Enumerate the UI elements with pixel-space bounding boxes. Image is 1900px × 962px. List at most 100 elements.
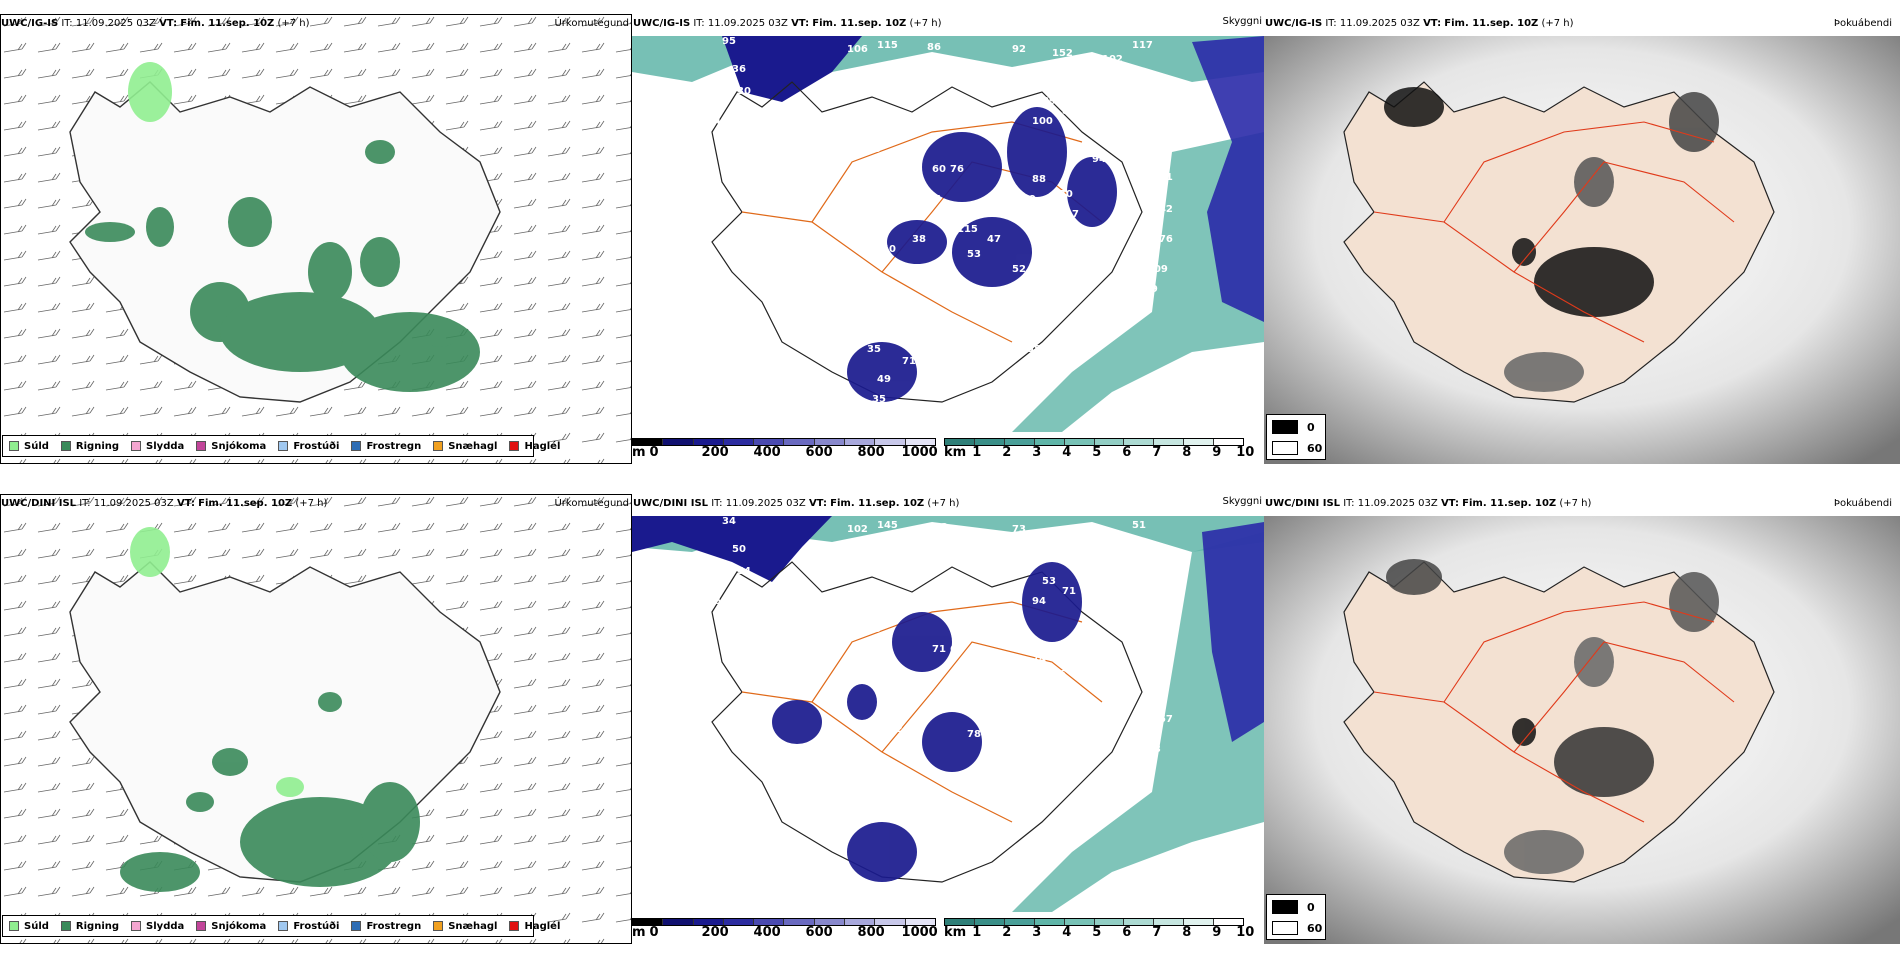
legend-frostudi: Frostúði xyxy=(278,921,339,932)
fog-map-dini xyxy=(1264,516,1900,944)
precip-legend: Súld Rigning Slydda Snjókoma Frostúði Fr… xyxy=(2,435,560,457)
cloud-base-value: 38 xyxy=(1137,554,1151,565)
cloud-base-ticks: m 0 200 400 600 800 1000 xyxy=(632,445,938,460)
cloud-base-value: 71 xyxy=(932,644,946,655)
cloud-base-value: 117 xyxy=(1132,40,1153,51)
cloud-base-value: 51 xyxy=(1132,520,1146,531)
cloud-base-value: 176 xyxy=(1152,234,1173,245)
legend-frostregn: Frostregn xyxy=(351,441,421,452)
cloud-base-value: 32 xyxy=(957,704,971,715)
cloud-base-value: 152 xyxy=(882,724,903,735)
cloud-base-value: 88 xyxy=(1032,174,1046,185)
cloud-base-value: 10 xyxy=(932,214,946,225)
cloud-base-value: 53 xyxy=(1042,576,1056,587)
cloud-base-value: 94 xyxy=(1092,154,1106,165)
cloud-param-label: Skyggni xyxy=(1222,496,1262,507)
cloud-base-value: 89 xyxy=(1062,106,1076,117)
precip-param-label: Úrkomutegund xyxy=(554,498,629,509)
rain-areas xyxy=(120,527,420,892)
iceland-land xyxy=(1343,81,1775,403)
precip-title-igis: UWC/IG-IS IT: 11.09.2025 03Z VT: Fim. 11… xyxy=(1,18,310,29)
cloud-base-value: 219 xyxy=(1137,284,1158,295)
fog-key-light-swatch xyxy=(1272,441,1298,455)
fog-map-igis xyxy=(1264,36,1900,464)
low-cloud-patches xyxy=(847,107,1117,402)
precip-param-label: Úrkomutegund xyxy=(554,18,629,29)
cloud-base-value: 86 xyxy=(1022,80,1036,91)
cloud-base-value: 201 xyxy=(1022,674,1043,685)
cloud-base-value: 71 xyxy=(1062,586,1076,597)
cloud-base-value: 73 xyxy=(1147,744,1161,755)
cloud-base-value: 58 xyxy=(1027,344,1041,355)
cloud-base-value: 68 xyxy=(1137,764,1151,775)
cloud-base-value: 102 xyxy=(1102,54,1123,65)
precip-panel-igis: UWC/IG-IS IT: 11.09.2025 03Z VT: Fim. 11… xyxy=(0,12,632,482)
cloud-base-value: 89 xyxy=(1042,96,1056,107)
rain-areas xyxy=(85,62,480,392)
fog-key-light-swatch xyxy=(1272,921,1298,935)
cloud-base-value: 32 xyxy=(897,399,911,410)
cloud-base-value: 51 xyxy=(1027,774,1041,785)
cloud-base-value: 34 xyxy=(722,516,736,527)
legend-rigning: Rigning xyxy=(60,441,119,452)
legend-haglel: Haglél xyxy=(509,441,560,452)
fog-dark-patches xyxy=(1386,559,1719,874)
legend-sudl: Súld xyxy=(9,921,49,932)
fog-panel-igis: UWC/IG-IS IT: 11.09.2025 03Z VT: Fim. 11… xyxy=(1264,12,1900,482)
cloud-base-value: 44 xyxy=(912,714,926,725)
visibility-colorbar xyxy=(944,918,1244,926)
cloud-base-value: 64 xyxy=(950,644,964,655)
precip-map-dini xyxy=(0,492,632,944)
fog-param-label: Þokuábendi xyxy=(1833,18,1892,29)
cloud-base-value: 36 xyxy=(762,116,776,127)
cloud-base-value: 70 xyxy=(927,674,941,685)
cloud-base-value: 22 xyxy=(902,194,916,205)
cloud-base-value: 94 xyxy=(1072,64,1086,75)
cloud-base-value: 76 xyxy=(1012,744,1026,755)
cloud-base-value: 53 xyxy=(867,624,881,635)
cloud-base-labels: 34 102 145 162 73 123 84 51 29 38 100 50 54 76 64 53 71 6… xyxy=(707,516,1173,785)
cloud-base-value: 30 xyxy=(737,86,751,97)
cloud-base-value: 35 xyxy=(867,344,881,355)
cloud-base-value: 102 xyxy=(847,524,868,535)
cloud-base-value: 100 xyxy=(1032,116,1053,127)
legend-slydda: Slydda xyxy=(131,921,184,932)
cloud-base-colorbar xyxy=(632,918,936,926)
cloud-base-value: 40 xyxy=(882,244,896,255)
legend-rigning: Rigning xyxy=(60,921,119,932)
cloud-base-value: 65 xyxy=(927,194,941,205)
legend-snjokoma: Snjókoma xyxy=(196,921,266,932)
cloud-base-value: 54 xyxy=(737,566,751,577)
cloud-base-value: 22 xyxy=(987,714,1001,725)
cloud-base-value: 86 xyxy=(927,42,941,53)
cloud-panel-igis: 95 106 115 86 92 152 102 117 94 120 113 36 30 54 36 70 6… xyxy=(632,12,1264,482)
fog-title-dini: UWC/DINI ISL IT: 11.09.2025 03Z VT: Fim.… xyxy=(1265,498,1592,509)
fog-key-dark-swatch xyxy=(1272,900,1298,914)
cloud-base-value: 78 xyxy=(967,729,981,740)
cloud-panel-dini: 34 102 145 162 73 123 84 51 29 38 100 50 54 76 64 53 71 6… xyxy=(632,492,1264,962)
cloud-base-value: 71 xyxy=(1082,274,1096,285)
visibility-colorbar xyxy=(944,438,1244,446)
fog-key: 0 60 xyxy=(1266,894,1326,940)
low-cloud-east xyxy=(1192,36,1264,322)
cloud-map-igis: 95 106 115 86 92 152 102 117 94 120 113 36 30 54 36 70 6… xyxy=(632,36,1264,442)
cloud-base-value: 106 xyxy=(847,44,868,55)
cloud-base-value: 73 xyxy=(1012,524,1026,535)
iceland-outline xyxy=(711,561,1143,883)
fog-roads xyxy=(1373,601,1735,823)
cloud-base-value: 70 xyxy=(867,144,881,155)
cloud-base-value: 49 xyxy=(877,374,891,385)
cloud-base-value: 84 xyxy=(1102,534,1116,545)
cloud-base-value: 69 xyxy=(1022,194,1036,205)
cloud-base-value: 95 xyxy=(722,36,736,47)
cloud-base-value: 35 xyxy=(872,394,886,405)
fog-roads xyxy=(1373,121,1735,343)
cloud-base-value: 209 xyxy=(1147,264,1168,275)
cloud-base-value: 52 xyxy=(1012,264,1026,275)
iceland-land xyxy=(1343,561,1775,883)
cloud-base-value: 152 xyxy=(1052,48,1073,59)
cloud-base-value: 54 xyxy=(707,116,721,127)
cloud-base-value: 142 xyxy=(1152,204,1173,215)
cloud-base-value: 120 xyxy=(1137,74,1158,85)
cloud-base-value: 29 xyxy=(1072,544,1086,555)
